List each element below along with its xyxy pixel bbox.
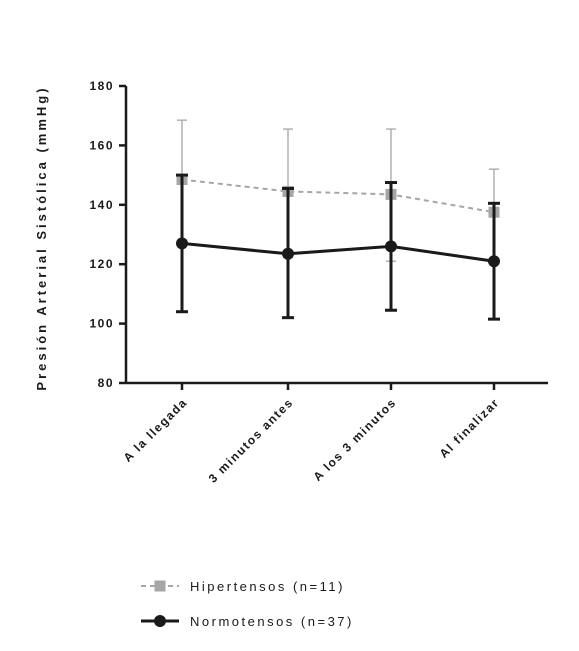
series-2	[176, 173, 500, 321]
x-tick-label: 3 minutos antes	[206, 395, 296, 485]
legend-item: Normotensos (n=37)	[141, 614, 354, 629]
axes	[124, 86, 548, 385]
y-tick-label: 120	[89, 257, 114, 271]
y-tick-label: 80	[98, 376, 114, 390]
x-ticks: A la llegada 3 minutos antes A los 3 minut…	[121, 383, 502, 486]
legend-label: Normotensos (n=37)	[190, 614, 354, 629]
series-1	[176, 119, 500, 262]
data-point	[488, 255, 500, 268]
legend-marker	[154, 580, 166, 592]
legend-marker	[154, 615, 166, 627]
y-tick-label: 180	[89, 79, 114, 93]
legend-item: Hipertensos (n=11)	[141, 579, 345, 594]
data-point	[176, 237, 188, 250]
data-point	[385, 240, 397, 253]
data-point	[282, 247, 294, 260]
legend: Hipertensos (n=11) Normotensos (n=37)	[141, 579, 354, 629]
x-tick-label: A los 3 minutos	[310, 395, 399, 484]
y-axis-title: Presión Arterial Sistólica (mmHg)	[34, 85, 49, 390]
series-layer	[176, 119, 500, 321]
x-tick-label: Al finalizar	[437, 395, 503, 461]
y-tick-label: 160	[89, 138, 114, 152]
y-ticks: 80 100 120 140 160 180	[89, 79, 126, 390]
y-tick-label: 100	[89, 317, 114, 331]
series-line	[181, 178, 495, 214]
x-tick-label: A la llegada	[121, 395, 190, 464]
series-line	[181, 241, 495, 263]
y-tick-label: 140	[89, 198, 114, 212]
legend-label: Hipertensos (n=11)	[190, 579, 345, 594]
